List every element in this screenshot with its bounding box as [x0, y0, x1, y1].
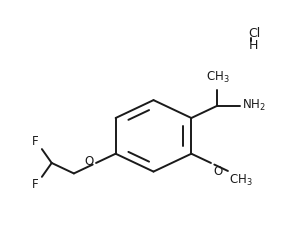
Text: O: O [84, 155, 94, 168]
Text: CH$_3$: CH$_3$ [206, 70, 229, 85]
Text: F: F [32, 178, 39, 191]
Text: O: O [213, 165, 223, 178]
Text: H: H [248, 39, 258, 52]
Text: Cl: Cl [248, 27, 261, 40]
Text: CH$_3$: CH$_3$ [229, 173, 253, 188]
Text: F: F [32, 135, 39, 148]
Text: NH$_2$: NH$_2$ [242, 98, 265, 113]
